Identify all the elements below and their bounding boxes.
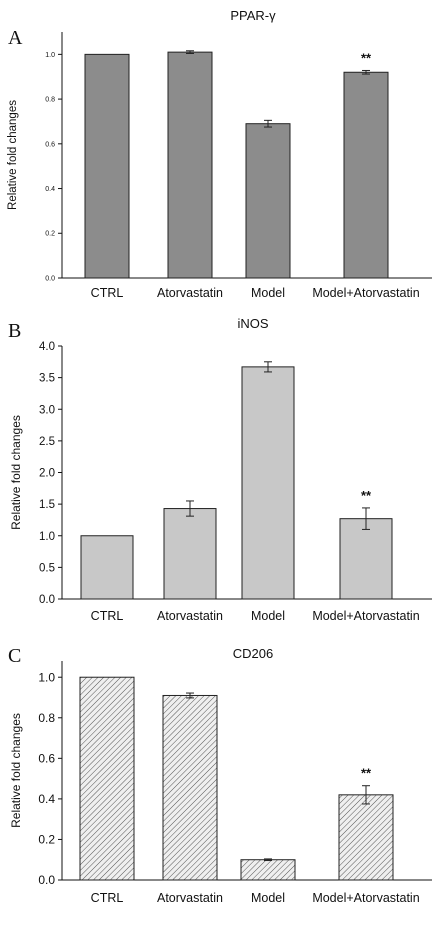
category-label: Atorvastatin [157, 891, 223, 905]
y-tick-label: 1.0 [45, 52, 55, 59]
y-tick-label: 3.0 [39, 404, 55, 416]
y-tick-label: 1.0 [39, 531, 55, 543]
bar-ctrl [79, 676, 135, 881]
category-label: CTRL [91, 891, 124, 905]
y-tick-label: 2.0 [39, 468, 55, 480]
bar-atorvastatin [162, 694, 218, 881]
bar-model-atorvastatin [338, 794, 394, 881]
bar-atorvastatin [163, 508, 217, 600]
significance-marker: ** [361, 50, 372, 65]
chart-title: iNOS [237, 316, 268, 331]
category-label: CTRL [91, 609, 124, 623]
y-tick-label: 4.0 [39, 341, 55, 353]
panel-letter: C [8, 645, 21, 667]
y-tick-label: 3.5 [39, 373, 55, 385]
y-tick-label: 0.2 [38, 833, 55, 847]
y-axis-title: Relative fold changes [9, 713, 23, 828]
y-tick-label: 1.5 [39, 499, 55, 511]
bar-model [240, 859, 296, 881]
bar-atorvastatin [167, 51, 213, 279]
y-axis-title: Relative fold changes [7, 100, 19, 210]
bar-model [245, 123, 291, 279]
chart-panel-c: C CD206 0.0 0.2 0.4 0.6 0.8 1.0 Relative fold ch… [8, 645, 432, 905]
bar-model-atorvastatin [343, 71, 389, 279]
category-label: Model [251, 286, 285, 300]
category-label: Model+Atorvastatin [312, 609, 419, 623]
chart-title: CD206 [233, 646, 273, 661]
y-tick-label: 0.4 [38, 792, 55, 806]
y-tick-label: 0.4 [45, 186, 55, 193]
y-tick-label: 0.8 [38, 711, 55, 725]
bar-ctrl [84, 53, 130, 279]
y-axis-title: Relative fold changes [9, 415, 23, 530]
y-tick-label: 0.8 [45, 97, 55, 104]
y-tick-label: 0.0 [45, 275, 55, 282]
y-tick-label: 0.0 [38, 873, 55, 887]
y-tick-label: 0.0 [39, 594, 55, 606]
category-label: Model [251, 891, 285, 905]
category-label: Model+Atorvastatin [312, 891, 419, 905]
chart-panel-a: A PPAR-γ 0.0 0.2 0.4 0.6 0.8 1.0 Relative fold c… [7, 8, 432, 300]
panel-letter: B [8, 320, 21, 342]
y-tick-label: 2.5 [39, 436, 55, 448]
bar-model-atorvastatin [339, 518, 393, 600]
bar-model [241, 366, 295, 600]
y-tick-label: 0.6 [45, 141, 55, 148]
category-label: CTRL [91, 286, 124, 300]
y-tick-label: 0.2 [45, 231, 55, 238]
y-tick-label: 0.6 [38, 752, 55, 766]
category-label: Model [251, 609, 285, 623]
chart-title: PPAR-γ [230, 8, 276, 23]
bar-ctrl [80, 535, 134, 600]
y-tick-label: 0.5 [39, 562, 55, 574]
significance-marker: ** [361, 766, 372, 781]
panel-letter: A [8, 27, 23, 49]
category-label: Model+Atorvastatin [312, 286, 419, 300]
category-label: Atorvastatin [157, 286, 223, 300]
y-tick-label: 1.0 [38, 670, 55, 684]
category-label: Atorvastatin [157, 609, 223, 623]
significance-marker: ** [361, 488, 372, 503]
